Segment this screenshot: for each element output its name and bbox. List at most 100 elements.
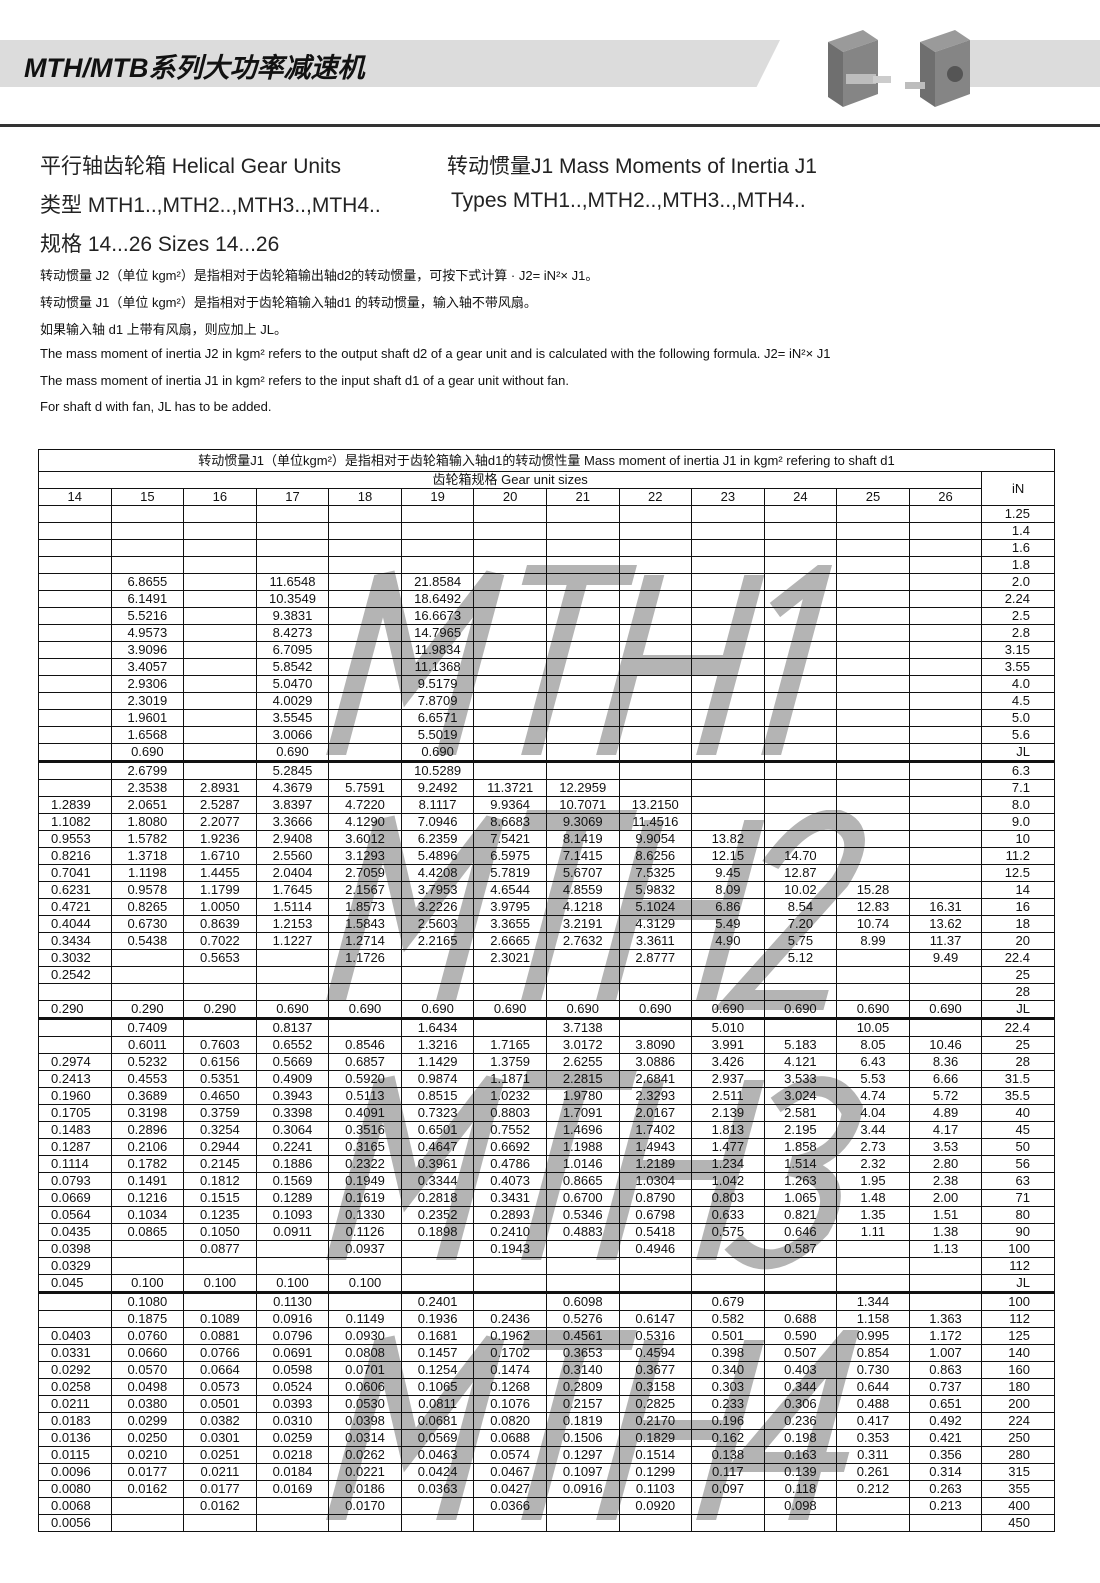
inertia-cell bbox=[618, 1274, 693, 1293]
inertia-cell: 0.3516 bbox=[328, 1121, 402, 1139]
inertia-cell bbox=[38, 743, 112, 762]
inertia-cell: 0.1457 bbox=[400, 1344, 475, 1362]
inertia-cell: 3.0172 bbox=[545, 1036, 620, 1054]
inertia-cell: 0.421 bbox=[908, 1429, 983, 1447]
table-row: 4.9573 8.4273 14.7965 2.8 bbox=[38, 624, 1055, 642]
inertia-cell: 0.5276 bbox=[545, 1310, 620, 1328]
inertia-cell bbox=[545, 556, 620, 574]
inertia-cell: 3.53 bbox=[908, 1138, 983, 1156]
inertia-cell: 1.95 bbox=[836, 1172, 910, 1190]
inertia-cell: 0.1093 bbox=[255, 1206, 330, 1224]
inertia-cell: 6.6571 bbox=[400, 709, 475, 727]
inertia-cell: 0.1297 bbox=[545, 1446, 620, 1464]
inertia-cell bbox=[836, 607, 910, 625]
inertia-cell: 0.6730 bbox=[110, 915, 185, 933]
inertia-cell: 0.690 bbox=[255, 1000, 330, 1019]
inertia-cell: 10.05 bbox=[836, 1017, 910, 1037]
inertia-cell: 5.72 bbox=[908, 1087, 983, 1105]
inertia-cell: 10.7071 bbox=[545, 796, 620, 814]
inertia-cell bbox=[836, 760, 910, 780]
inertia-cell bbox=[908, 505, 983, 523]
ratio-cell: 100 bbox=[981, 1291, 1055, 1311]
inertia-cell: 1.8573 bbox=[328, 898, 402, 916]
inertia-cell bbox=[618, 983, 693, 1001]
inertia-cell: 0.582 bbox=[691, 1310, 765, 1328]
inertia-table: 转动惯量J1（单位kgm²）是指相对于齿轮箱输入轴d1的转动惯性量 Mass m… bbox=[37, 449, 1055, 1532]
table-row: 1.9601 3.5545 6.6571 5.0 bbox=[38, 709, 1055, 727]
inertia-cell: 0.398 bbox=[691, 1344, 765, 1362]
inertia-cell: 3.991 bbox=[691, 1036, 765, 1054]
inertia-cell: 0.6098 bbox=[545, 1291, 620, 1311]
inertia-cell: 0.100 bbox=[183, 1274, 257, 1293]
inertia-cell: 0.4883 bbox=[545, 1223, 620, 1241]
inertia-cell bbox=[545, 949, 620, 967]
inertia-cell: 0.0877 bbox=[183, 1240, 257, 1258]
inertia-cell: 0.2436 bbox=[473, 1310, 547, 1328]
inertia-cell: 5.49 bbox=[691, 915, 765, 933]
inertia-cell: 11.3721 bbox=[473, 779, 547, 797]
size-header-16: 16 bbox=[183, 488, 257, 506]
inertia-cell: 9.5179 bbox=[400, 675, 475, 693]
inertia-cell: 0.1875 bbox=[110, 1310, 185, 1328]
inertia-cell bbox=[38, 779, 112, 797]
inertia-cell bbox=[328, 505, 402, 523]
inertia-cell bbox=[183, 692, 257, 710]
inertia-cell: 1.9236 bbox=[183, 830, 257, 848]
inertia-cell bbox=[545, 641, 620, 659]
inertia-cell: 9.3069 bbox=[545, 813, 620, 831]
table-row: 0.1483 0.2896 0.3254 0.3064 0.3516 0.6501 0.75… bbox=[38, 1121, 1055, 1139]
inertia-cell bbox=[38, 539, 112, 557]
inertia-cell: 0.0427 bbox=[473, 1480, 547, 1498]
inertia-cell: 0.0169 bbox=[255, 1480, 330, 1498]
inertia-cell: 3.6012 bbox=[328, 830, 402, 848]
inertia-cell: 14.7965 bbox=[400, 624, 475, 642]
inertia-cell: 5.75 bbox=[763, 932, 838, 950]
table-row: 0.0056 450 bbox=[38, 1514, 1055, 1532]
ratio-cell: 250 bbox=[981, 1429, 1055, 1447]
inertia-cell: 0.2170 bbox=[618, 1412, 693, 1430]
ratio-cell: 63 bbox=[981, 1172, 1055, 1190]
inertia-cell bbox=[328, 726, 402, 744]
inertia-cell: 0.4553 bbox=[110, 1070, 185, 1088]
inertia-cell: 8.05 bbox=[836, 1036, 910, 1054]
inertia-cell: 0.2401 bbox=[400, 1291, 475, 1311]
inertia-cell: 3.0886 bbox=[618, 1053, 693, 1071]
inertia-cell: 0.3198 bbox=[110, 1104, 185, 1122]
inertia-cell bbox=[763, 675, 838, 693]
inertia-cell bbox=[328, 743, 402, 762]
inertia-cell: 1.1871 bbox=[473, 1070, 547, 1088]
page-title: MTH/MTB系列大功率减速机 bbox=[24, 53, 365, 83]
note-j1-cn: 转动惯量 J1（单位 kgm²）是指相对于齿轮箱输入轴d1 的转动惯量，输入轴不… bbox=[40, 295, 537, 310]
inertia-cell bbox=[328, 1291, 402, 1311]
inertia-cell: 2.3019 bbox=[110, 692, 185, 710]
inertia-cell: 0.100 bbox=[328, 1274, 402, 1293]
inertia-cell: 2.581 bbox=[763, 1104, 838, 1122]
note-j2-cn: 转动惯量 J2（单位 kgm²）是指相对于齿轮箱输出轴d2的转动惯量，可按下式计… bbox=[40, 268, 599, 283]
inertia-cell bbox=[473, 1017, 547, 1037]
inertia-cell bbox=[183, 726, 257, 744]
inertia-cell: 8.1419 bbox=[545, 830, 620, 848]
inertia-cell: 0.651 bbox=[908, 1395, 983, 1413]
inertia-cell: 1.1082 bbox=[38, 813, 112, 831]
inertia-cell bbox=[183, 760, 257, 780]
inertia-cell: 0.0218 bbox=[255, 1446, 330, 1464]
inertia-cell: 0.0669 bbox=[38, 1189, 112, 1207]
ratio-cell: 7.1 bbox=[981, 779, 1055, 797]
inertia-cell bbox=[618, 709, 693, 727]
inertia-cell: 4.04 bbox=[836, 1104, 910, 1122]
inertia-cell bbox=[691, 641, 765, 659]
inertia-cell: 1.0304 bbox=[618, 1172, 693, 1190]
inertia-cell bbox=[473, 1274, 547, 1293]
inertia-cell: 1.234 bbox=[691, 1155, 765, 1173]
inertia-cell: 0.5920 bbox=[328, 1070, 402, 1088]
inertia-cell: 2.2815 bbox=[545, 1070, 620, 1088]
inertia-cell: 0.2241 bbox=[255, 1138, 330, 1156]
inertia-cell: 0.1949 bbox=[328, 1172, 402, 1190]
inertia-cell: 5.5019 bbox=[400, 726, 475, 744]
inertia-cell: 0.8216 bbox=[38, 847, 112, 865]
inertia-cell bbox=[328, 624, 402, 642]
inertia-cell: 0.690 bbox=[400, 743, 475, 762]
inertia-cell bbox=[545, 966, 620, 984]
inertia-cell: 2.7632 bbox=[545, 932, 620, 950]
inertia-cell bbox=[763, 1291, 838, 1311]
